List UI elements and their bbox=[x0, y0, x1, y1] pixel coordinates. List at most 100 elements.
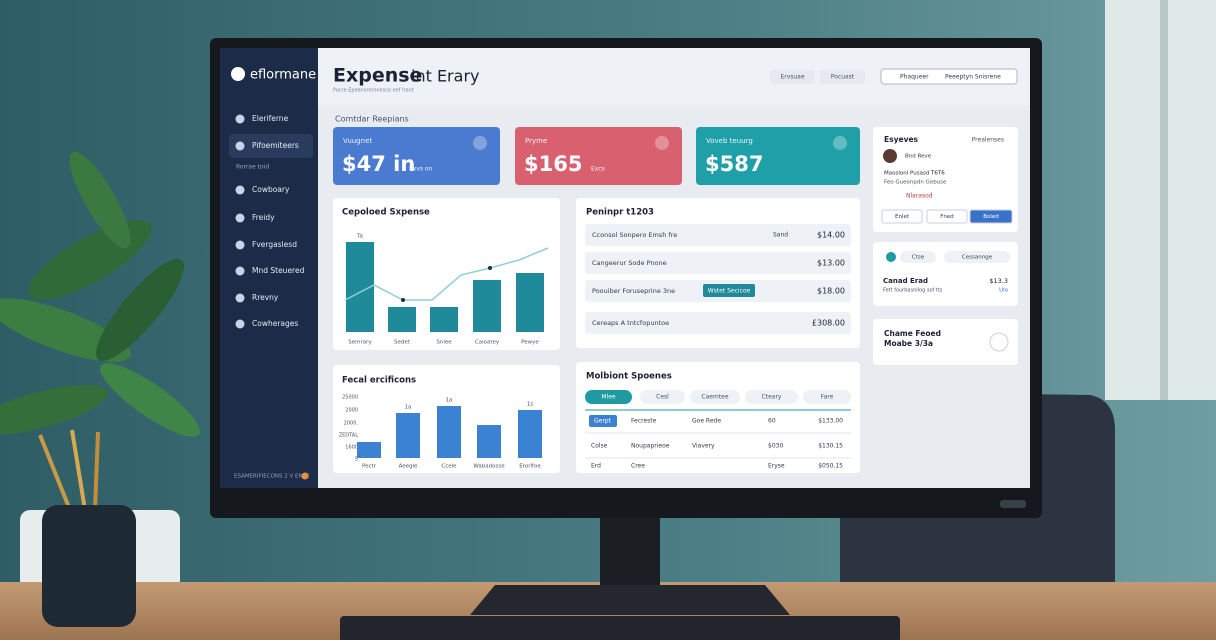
subtitle: Pocre Epeensrerovesce eef Irant bbox=[333, 88, 414, 94]
search-action[interactable]: Peeeptyn Snisrene bbox=[945, 74, 1001, 81]
table-cell: Cree bbox=[631, 463, 645, 470]
pill[interactable] bbox=[944, 251, 1010, 263]
nav-icon bbox=[235, 213, 245, 223]
table-cell: Colse bbox=[591, 443, 608, 450]
pending-status: Wstet Secicoe bbox=[708, 288, 751, 295]
bar-category: Semrary bbox=[348, 340, 372, 346]
y-tick-label: 25000 bbox=[342, 395, 358, 401]
summary-card bbox=[515, 127, 682, 185]
card-value: $165 bbox=[524, 152, 582, 176]
bar bbox=[473, 280, 501, 332]
nav-item[interactable]: Eleriferne bbox=[252, 114, 289, 123]
nav-icon bbox=[235, 185, 245, 195]
pending-amount: $18.00 bbox=[817, 287, 845, 296]
title-rest: int Erary bbox=[411, 67, 479, 86]
nav-item[interactable]: Freidy bbox=[252, 213, 275, 222]
summary-card bbox=[333, 127, 500, 185]
tab-label[interactable]: Fare bbox=[821, 394, 834, 401]
header-button-label[interactable]: Pocuast bbox=[831, 74, 855, 81]
tab[interactable] bbox=[803, 390, 851, 404]
table-cell: Goe Rede bbox=[692, 418, 721, 425]
pending-row[interactable] bbox=[585, 252, 851, 274]
bar-category: Sniee bbox=[436, 340, 452, 346]
panel-title: Peninpr t1203 bbox=[586, 208, 654, 218]
pill-label[interactable]: Ctse bbox=[912, 255, 925, 261]
bar bbox=[437, 406, 461, 458]
search-box[interactable] bbox=[880, 68, 1018, 85]
table-cell: Erd bbox=[591, 463, 601, 470]
header-button[interactable] bbox=[820, 70, 865, 84]
tab[interactable] bbox=[585, 390, 632, 404]
chart-title: Fecal ercificons bbox=[342, 376, 416, 386]
tab[interactable] bbox=[745, 390, 798, 404]
pending-row[interactable] bbox=[585, 312, 851, 334]
pending-name[interactable]: Poouiber Foruseprine 3ne bbox=[592, 287, 675, 295]
summary-title: Canad Erad bbox=[883, 277, 928, 285]
nav-item[interactable]: Fvergaslesd bbox=[252, 240, 297, 249]
profile-tag: Nlarasod bbox=[906, 193, 933, 200]
nav-item[interactable]: Mnd Steuered bbox=[252, 266, 305, 275]
summary-icon bbox=[886, 252, 896, 262]
power-button[interactable] bbox=[1000, 500, 1026, 508]
profile-button-label[interactable]: Boled bbox=[983, 214, 999, 220]
bar bbox=[430, 307, 458, 332]
table-cell: Gerpt bbox=[594, 418, 612, 425]
status-pill bbox=[703, 284, 755, 297]
search-text[interactable]: Phaqueer bbox=[900, 74, 929, 81]
profile-button[interactable] bbox=[969, 209, 1013, 224]
bar-category: Pectr bbox=[362, 464, 377, 470]
pending-status: Sand bbox=[773, 232, 788, 239]
bar-category: Pewye bbox=[521, 340, 539, 346]
header-button[interactable] bbox=[770, 70, 815, 84]
profile-button-label[interactable]: Enlet bbox=[895, 214, 910, 220]
y-tick-label: 5 bbox=[355, 457, 358, 463]
active-item bbox=[229, 134, 313, 158]
tab[interactable] bbox=[640, 390, 685, 404]
nav-icon bbox=[235, 319, 245, 329]
tab-label[interactable]: Caemtee bbox=[701, 394, 728, 401]
profile-line: Feo Gueonpdn Gebuse bbox=[884, 180, 947, 186]
notice-button[interactable] bbox=[989, 332, 1009, 352]
bar bbox=[516, 273, 544, 332]
profile-line: Maoslonl Pusasd T6T6 bbox=[884, 171, 945, 177]
table-cell: $030 bbox=[768, 443, 783, 450]
bar-category: Sedet bbox=[394, 340, 411, 346]
y-tick-label: 2000. bbox=[344, 421, 359, 427]
tab-label[interactable]: Mlee bbox=[601, 394, 616, 401]
pill[interactable] bbox=[900, 251, 936, 263]
tab-label[interactable]: Cesl bbox=[656, 394, 669, 401]
notice-text: Moabe 3/3a bbox=[884, 339, 933, 348]
pending-name[interactable]: Cereaps A tntcfopuntoe bbox=[592, 319, 669, 327]
profile-button-label[interactable]: Fned bbox=[940, 214, 954, 220]
card-icon bbox=[655, 136, 669, 150]
y-tick-label: 1600 bbox=[345, 445, 358, 451]
nav-item[interactable]: Pifoemiteers bbox=[252, 141, 299, 150]
summary-link[interactable]: Ulo bbox=[999, 288, 1009, 294]
profile-button[interactable] bbox=[926, 209, 968, 224]
bar-category: Caioatey bbox=[475, 340, 500, 346]
header-button-label[interactable]: Ervsuae bbox=[780, 74, 804, 81]
pill-label[interactable]: Cessannge bbox=[962, 255, 993, 261]
nav-item[interactable]: Rorrae toid bbox=[236, 164, 269, 171]
card-icon bbox=[473, 136, 487, 150]
nav-item[interactable]: Cowherages bbox=[252, 319, 298, 328]
profile-button[interactable] bbox=[881, 209, 923, 224]
nav-item[interactable]: Cowboary bbox=[252, 185, 290, 194]
nav-item[interactable]: Rrevny bbox=[252, 293, 279, 302]
panel-link[interactable]: Prealenses bbox=[972, 137, 1004, 144]
tab[interactable] bbox=[690, 390, 740, 404]
nav-icon bbox=[235, 240, 245, 250]
nav-icon bbox=[235, 141, 245, 151]
chart-title: Cepoloed Sxpense bbox=[342, 208, 430, 218]
panel-title: Esyeves bbox=[884, 135, 919, 144]
bar bbox=[477, 425, 501, 458]
bar bbox=[388, 307, 416, 332]
section-label: Comtdar Reepians bbox=[335, 115, 409, 124]
pending-row[interactable] bbox=[585, 224, 851, 246]
pending-amount: £308.00 bbox=[812, 319, 845, 328]
pending-name[interactable]: Cconsol Sonpero Emsh fre bbox=[592, 231, 677, 239]
tab-label[interactable]: Cteary bbox=[762, 394, 782, 401]
pending-name[interactable]: Cangeerur Sode Pnone bbox=[592, 259, 667, 267]
notice-text: Chame Feoed bbox=[884, 329, 941, 338]
